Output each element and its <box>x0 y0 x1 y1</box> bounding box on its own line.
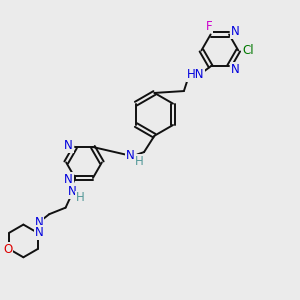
Text: H: H <box>76 191 85 204</box>
Text: N: N <box>231 25 240 38</box>
Text: N: N <box>231 63 240 76</box>
Text: HN: HN <box>186 68 204 81</box>
Text: F: F <box>206 20 212 33</box>
Text: N: N <box>34 216 43 229</box>
Text: N: N <box>64 139 73 152</box>
Text: N: N <box>35 226 44 239</box>
Text: H: H <box>135 155 143 168</box>
Text: N: N <box>64 173 73 186</box>
Text: N: N <box>126 148 135 162</box>
Text: O: O <box>3 243 12 256</box>
Text: N: N <box>68 185 76 198</box>
Text: Cl: Cl <box>242 44 254 57</box>
